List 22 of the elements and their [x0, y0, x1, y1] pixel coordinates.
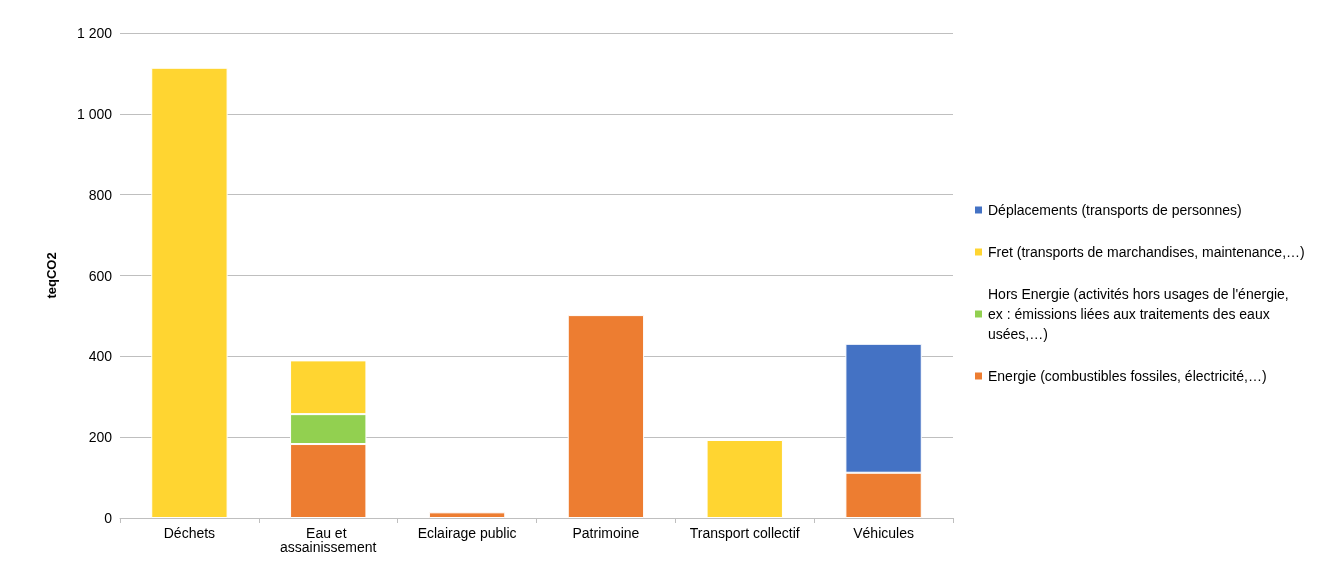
- legend-label: Energie (combustibles fossiles, électricité,…): [988, 368, 1267, 384]
- y-tick-label: 0: [104, 510, 113, 526]
- x-tick-label: Eau et assainissement: [280, 525, 377, 555]
- y-tick-label: 400: [88, 348, 113, 365]
- x-tick-label: Déchets: [163, 525, 216, 541]
- y-tick-label: 800: [88, 186, 113, 203]
- bar: [706, 440, 783, 518]
- y-tick-label: 200: [88, 429, 113, 446]
- legend-label: Fret (transports de marchandises, maintenance,…): [988, 244, 1305, 260]
- x-tick-label: Véhicules: [853, 525, 914, 541]
- y-axis-title: teqCO2: [44, 252, 59, 299]
- y-tick-label: 1 200: [76, 25, 113, 41]
- y-tick-label: 600: [88, 267, 113, 284]
- bar: [151, 67, 228, 518]
- bar: [428, 512, 506, 518]
- x-tick-label: Patrimoine: [572, 525, 640, 541]
- y-tick-label: 1 000: [76, 105, 113, 122]
- x-tick-label: Eclairage public: [417, 525, 517, 541]
- legend-label: Déplacements (transports de personnes): [988, 202, 1242, 218]
- bar: [567, 315, 645, 518]
- legend-label: Hors Energie (activités hors usages de l'énergie, ex : émissions liées aux traitements des eaux usées,…): [988, 286, 1293, 342]
- x-tick-label: Transport collectif: [689, 525, 800, 541]
